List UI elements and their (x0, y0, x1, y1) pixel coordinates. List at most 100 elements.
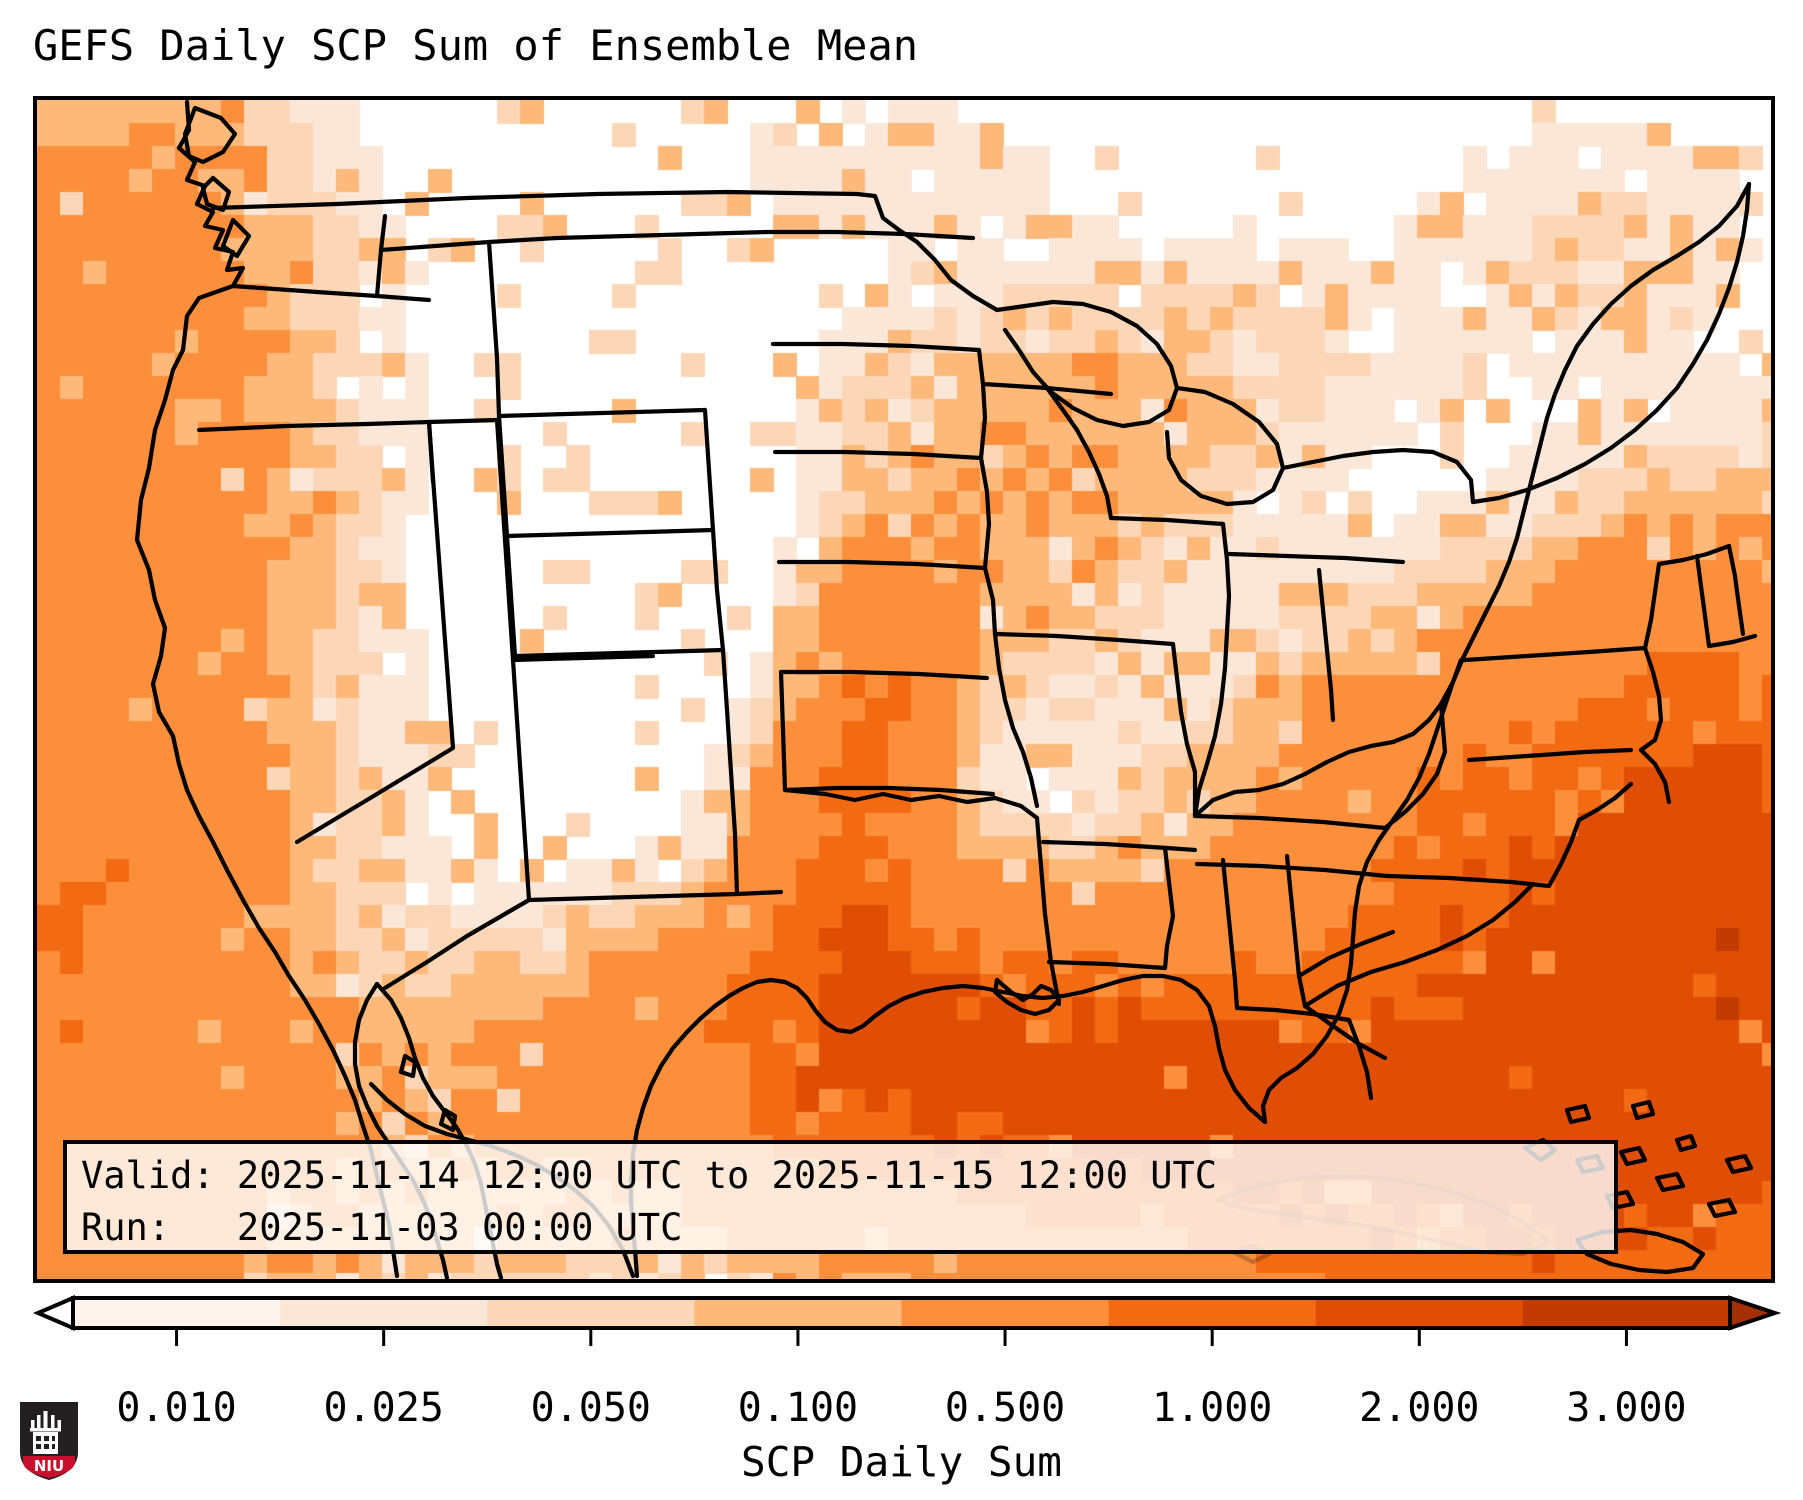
geo-border-path (1654, 1171, 1686, 1193)
logo-banner-shape (23, 1456, 75, 1478)
geo-border-path (778, 669, 788, 793)
run-time-line: Run: 2025-11-03 00:00 UTC (81, 1206, 683, 1249)
colorbar-outline (71, 1296, 1732, 1330)
niu-logo: NIU (20, 1402, 78, 1480)
geo-border-path (1574, 1227, 1706, 1275)
geo-border-path (1164, 385, 1286, 507)
geo-border-path (1234, 1005, 1352, 1023)
geo-border-path (778, 669, 990, 681)
colorbar-bins (32, 1294, 1782, 1332)
geo-border-path (134, 100, 400, 1279)
geo-border-path (1346, 1017, 1374, 1101)
colorbar-bin (487, 1298, 695, 1328)
geo-border-path (992, 631, 1176, 647)
geo-border-path (1382, 701, 1448, 831)
geo-border-path (504, 533, 518, 659)
geo-border-path (1284, 853, 1308, 1009)
geo-border-path (1564, 1103, 1592, 1125)
geo-border-path (382, 897, 532, 991)
colorbar-tick-label: 1.000 (1151, 1385, 1273, 1431)
geo-border-path (1162, 845, 1176, 971)
geo-border-path (978, 455, 992, 571)
geo-border-path (1470, 181, 1752, 505)
geo-border-path (510, 653, 656, 663)
colorbar-tick-label: 0.010 (116, 1385, 237, 1431)
colorbar-under-arrow (32, 1294, 75, 1332)
geo-border-path (976, 347, 988, 461)
geo-border-path (772, 449, 984, 461)
geo-border-path (776, 559, 988, 571)
geo-border-path (486, 229, 770, 245)
geo-border-path (1108, 515, 1226, 527)
map-borders-overlay (134, 100, 1758, 1279)
colorbar (0, 1286, 1803, 1376)
geo-border-path (1638, 645, 1664, 753)
geo-border-path (378, 239, 492, 253)
geo-border-path (854, 191, 1000, 313)
geo-border-path (782, 787, 1040, 821)
geo-border-path (210, 189, 860, 211)
geo-border-path (510, 657, 532, 903)
geo-border-path (1040, 839, 1198, 853)
geo-border-path (496, 407, 708, 419)
geo-border-path (1466, 747, 1634, 763)
colorbar-tick-label: 0.050 (530, 1385, 652, 1431)
geo-border-path (220, 217, 252, 259)
geo-border-path (628, 973, 1268, 1279)
geo-border-path (1706, 633, 1758, 649)
colorbar-bin (901, 1298, 1110, 1328)
colorbar-bin (1108, 1298, 1317, 1328)
colorbar-over-arrow (1728, 1295, 1782, 1331)
geo-border-path (1630, 1099, 1656, 1121)
geo-border-path (1170, 641, 1198, 819)
colorbar-tick-label: 3.000 (1566, 1385, 1687, 1431)
geo-border-path (1462, 645, 1648, 663)
colorbar-axis-label: SCP Daily Sum (741, 1438, 1062, 1486)
geo-border-path (512, 647, 726, 659)
colorbar-bin (1522, 1298, 1731, 1328)
geo-border-path (1260, 181, 1752, 1125)
page-title: GEFS Daily SCP Sum of Ensemble Mean (33, 21, 919, 70)
geo-border-path (1226, 551, 1406, 565)
colorbar-tick-label: 0.025 (323, 1385, 444, 1431)
geo-border-path (426, 417, 500, 425)
colorbar-bin (280, 1298, 488, 1328)
geo-border-path (710, 527, 726, 653)
geo-border-path (374, 213, 388, 299)
geo-border-path (1674, 1133, 1698, 1153)
valid-time-line: Valid: 2025-11-14 12:00 UTC to 2025-11-1… (81, 1154, 1218, 1197)
geo-border-path (230, 283, 432, 303)
geo-border-path (1192, 521, 1232, 819)
colorbar-ticks (175, 1328, 1628, 1346)
geo-border-path (1316, 567, 1336, 723)
geo-border-path (1656, 543, 1732, 567)
geo-border-path (1642, 561, 1662, 651)
geo-border-path (504, 527, 716, 539)
geo-border-path (294, 419, 456, 845)
geo-border-path (1296, 929, 1396, 979)
geo-border-path (770, 341, 982, 353)
geo-border-path (702, 407, 716, 533)
colorbar-tick-label: 2.000 (1359, 1385, 1480, 1431)
geo-border-path (1044, 385, 1114, 521)
geo-border-path (1046, 959, 1168, 971)
forecast-info-box: Valid: 2025-11-14 12:00 UTC to 2025-11-1… (63, 1140, 1618, 1254)
geo-border-path (1220, 857, 1240, 1011)
geo-border-path (1302, 881, 1536, 1009)
geo-border-path (764, 229, 976, 241)
colorbar-bin (73, 1298, 281, 1328)
geo-border-path (1192, 701, 1444, 819)
geo-border-path (1726, 543, 1746, 637)
geo-border-path (438, 1107, 458, 1133)
colorbar-tick-label: 0.500 (944, 1385, 1066, 1431)
logo-text: NIU (34, 1457, 64, 1475)
geo-border-path (182, 105, 238, 165)
geo-border-path (982, 565, 1040, 809)
geo-border-path (496, 413, 510, 539)
geo-border-path (200, 175, 232, 213)
colorbar-svg (32, 1294, 1782, 1346)
geo-border-path (196, 419, 432, 433)
geo-border-path (1384, 873, 1552, 889)
colorbar-bin (1315, 1298, 1524, 1328)
geo-border-path (1194, 861, 1390, 879)
